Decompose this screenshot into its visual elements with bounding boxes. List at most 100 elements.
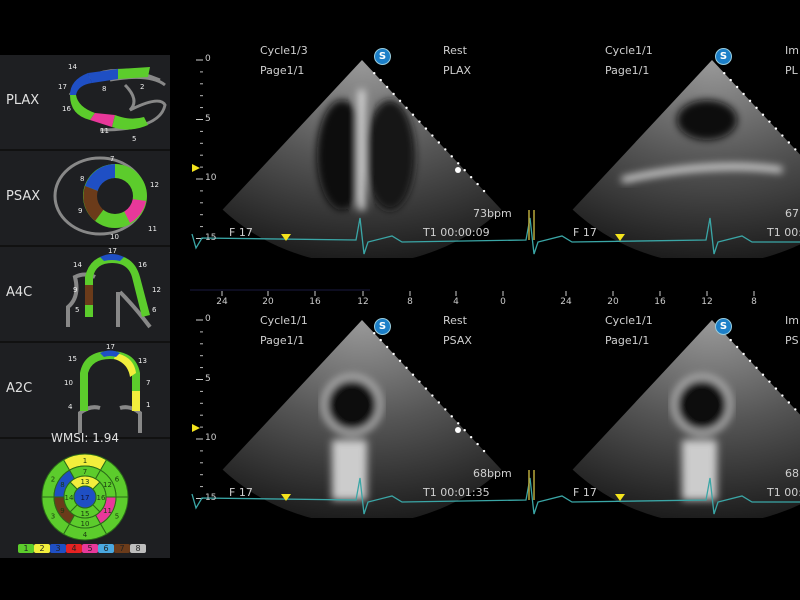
depth-label-0: 0 — [205, 54, 211, 64]
frame-marker-icon[interactable] — [615, 494, 625, 501]
stage-label: Im — [785, 44, 799, 57]
time-label: 8 — [751, 297, 757, 307]
depth-label-15: 15 — [205, 492, 217, 503]
cycle-label: Cycle1/1 — [605, 314, 653, 327]
segment-number: 7 — [83, 468, 87, 476]
depth-dot — [755, 366, 758, 370]
ecg-trace — [191, 217, 800, 255]
stage-label: Rest — [443, 44, 467, 57]
stage-label: Rest — [443, 314, 467, 327]
depth-dot — [385, 85, 389, 89]
cycle-label: Cycle1/1 — [605, 44, 653, 57]
time-label: 16 — [309, 297, 321, 307]
bullseye-segment-17[interactable] — [73, 485, 97, 509]
segment-number: 9 — [60, 507, 64, 515]
svg-text:14: 14 — [73, 261, 82, 269]
depth-dot — [729, 338, 732, 342]
depth-dot — [781, 134, 784, 137]
focus-indicator-icon[interactable] — [192, 424, 200, 432]
time-label: 4 — [453, 297, 459, 307]
segment-number: 10 — [81, 520, 90, 528]
score-legend: 1 2 3 4 5 6 7 8 — [18, 544, 146, 553]
view-plax[interactable]: PLAX 14 17 8 2 16 11 5 — [0, 55, 170, 151]
depth-dot — [457, 162, 460, 165]
depth-dot — [424, 127, 428, 130]
view-label: PL — [785, 64, 798, 77]
frame-marker-icon[interactable] — [615, 234, 625, 241]
depth-dot — [463, 429, 466, 432]
timestamp: T1 00:01:35 — [423, 486, 490, 499]
depth-dot — [735, 85, 739, 89]
s-badge-icon[interactable]: S — [374, 318, 391, 335]
depth-dot — [444, 408, 447, 411]
depth-dot — [476, 442, 479, 446]
legend-score-5: 5 — [82, 544, 98, 553]
depth-dot — [418, 380, 421, 383]
frame-marker-icon[interactable] — [281, 494, 291, 501]
depth-label-5: 5 — [205, 373, 211, 384]
view-label: A4C — [6, 285, 33, 300]
depth-dot — [781, 394, 784, 397]
segment-number: 14 — [65, 494, 74, 502]
svg-text:12: 12 — [152, 286, 161, 294]
depth-dot — [774, 127, 778, 130]
view-label: PLAX — [6, 93, 40, 108]
segment-number: 4 — [83, 531, 88, 539]
svg-text:15: 15 — [68, 355, 77, 363]
s-badge-icon[interactable]: S — [715, 48, 732, 65]
depth-dot — [405, 106, 408, 110]
time-label: 20 — [607, 297, 619, 307]
wmsi-readout: WMSI: 1.94 — [0, 431, 170, 445]
depth-dot — [398, 359, 402, 363]
depth-dot — [748, 99, 752, 103]
svg-text:10: 10 — [110, 233, 119, 241]
depth-dot — [723, 71, 726, 75]
page-label: Page1/1 — [605, 334, 650, 347]
s-badge-icon[interactable]: S — [374, 48, 391, 65]
segment-number: 12 — [103, 481, 112, 489]
segment-number: 15 — [81, 510, 90, 518]
time-label: 16 — [654, 297, 666, 307]
svg-text:16: 16 — [138, 261, 147, 269]
ecg-trace — [191, 477, 800, 515]
depth-dot — [373, 331, 376, 335]
time-label: 12 — [701, 297, 713, 307]
heart-rate: 68b — [785, 467, 800, 480]
depth-dot — [392, 92, 395, 96]
focus-marker — [455, 167, 461, 173]
legend-score-4: 4 — [66, 544, 82, 553]
depth-dot — [787, 401, 791, 404]
view-psax[interactable]: PSAX 7 8 12 9 11 10 — [0, 151, 170, 247]
time-label: 12 — [357, 297, 369, 307]
depth-label-5: 5 — [205, 113, 211, 124]
heart-rate: 73bpm — [473, 207, 512, 220]
depth-dot — [379, 338, 382, 342]
frame-marker-icon[interactable] — [281, 234, 291, 241]
ultrasound-image — [222, 60, 502, 258]
segment-number: 6 — [115, 476, 120, 484]
svg-text:11: 11 — [148, 225, 157, 233]
svg-text:7: 7 — [146, 379, 150, 387]
depth-dot — [794, 408, 797, 411]
segment-number: 3 — [51, 513, 55, 521]
ultrasound-image — [572, 320, 800, 518]
ultrasound-image — [222, 320, 502, 518]
view-label: A2C — [6, 381, 33, 396]
view-a4c[interactable]: A4C 17 14 16 9 12 5 6 — [0, 247, 170, 343]
s-badge-icon[interactable]: S — [715, 318, 732, 335]
depth-dot — [457, 422, 460, 425]
depth-dot — [482, 449, 486, 453]
svg-text:8: 8 — [102, 85, 106, 93]
focus-marker — [455, 427, 461, 433]
view-a2c[interactable]: A2C 17 15 13 10 7 4 1 — [0, 343, 170, 439]
svg-text:13: 13 — [138, 357, 147, 365]
svg-text:6: 6 — [152, 306, 157, 314]
page-label: Page1/1 — [260, 334, 305, 347]
depth-dot — [735, 345, 739, 349]
depth-dot — [444, 148, 447, 151]
depth-dot — [768, 380, 771, 383]
focus-indicator-icon[interactable] — [192, 164, 200, 172]
depth-dot — [469, 435, 473, 439]
depth-dot — [437, 141, 441, 144]
